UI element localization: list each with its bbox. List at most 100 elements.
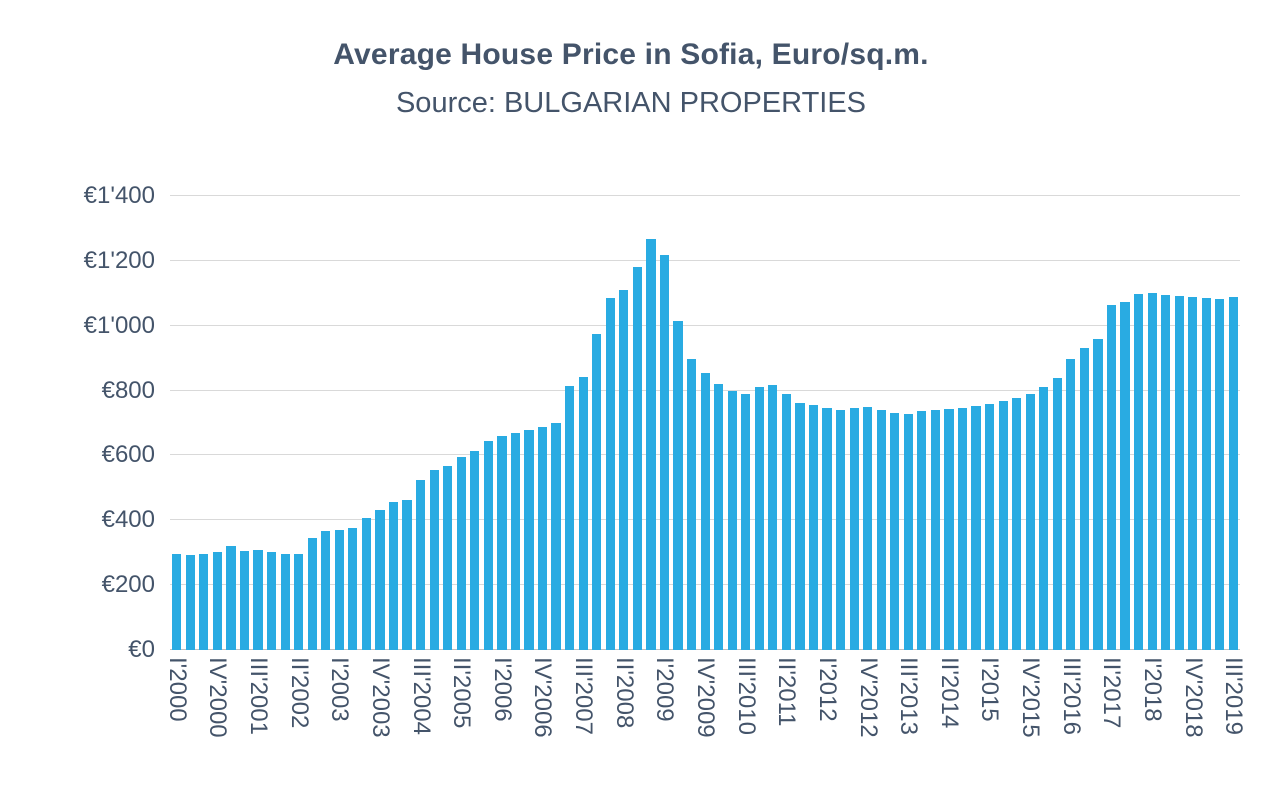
bar-slot	[834, 196, 848, 650]
bar-slot	[658, 196, 672, 650]
bar-slot	[1145, 196, 1159, 650]
bar-slot	[631, 196, 645, 650]
bar-slot	[969, 196, 983, 650]
bar-slot	[753, 196, 767, 650]
bar-slot	[1078, 196, 1092, 650]
bars-layer	[170, 196, 1240, 650]
bar-II'2011	[781, 394, 791, 650]
x-tick-label: IV'2012	[854, 657, 882, 738]
x-tick-label: III'2004	[407, 657, 435, 735]
bar-III'2019	[1228, 296, 1239, 650]
x-tick-label: II'2014	[935, 657, 963, 729]
bar-slot	[495, 196, 509, 650]
bar-III'2007	[578, 376, 588, 650]
y-axis: €0 €200 €400 €600 €800 €1'000 €1'200 €1'400	[0, 184, 155, 662]
bar-slot	[1064, 196, 1078, 650]
y-tick-label: €200	[101, 571, 155, 599]
y-tick-label: €400	[101, 506, 155, 534]
bar-slot	[265, 196, 279, 650]
bar-I'2001	[226, 545, 236, 650]
x-tick-label: IV'2006	[529, 657, 557, 738]
bar-II'2013	[890, 412, 900, 650]
bar-III'2002	[307, 538, 317, 650]
bar-slot	[780, 196, 794, 650]
y-tick-label: €600	[101, 441, 155, 469]
bar-IV'2005	[483, 440, 493, 650]
bar-II'2000	[185, 554, 195, 650]
bar-I'2008	[605, 297, 615, 650]
bar-III'2017	[1120, 302, 1130, 650]
bar-slot	[563, 196, 577, 650]
y-tick-label: €1'400	[83, 182, 155, 209]
x-tick-label: I'2009	[651, 657, 679, 722]
bar-IV'2012	[863, 407, 873, 650]
bar-slot	[604, 196, 618, 650]
x-tick-label: IV'2009	[692, 657, 719, 738]
bar-III'2014	[957, 407, 968, 650]
bar-I'2002	[280, 554, 290, 650]
bar-II'2014	[944, 409, 954, 650]
bar-I'2006	[497, 436, 507, 650]
bar-I'2015	[984, 403, 995, 650]
bar-slot	[590, 196, 604, 650]
x-tick-label: IV'2018	[1179, 657, 1207, 738]
bar-II'2007	[565, 386, 575, 650]
bar-IV'2003	[375, 509, 385, 650]
bar-IV'2010	[754, 387, 764, 650]
bar-IV'2007	[592, 333, 602, 650]
bar-III'2010	[741, 393, 751, 650]
bar-slot	[996, 196, 1010, 650]
bar-IV'2000	[212, 552, 223, 650]
bar-slot	[1051, 196, 1065, 650]
bar-slot	[211, 196, 225, 650]
bar-III'2016	[1066, 358, 1076, 650]
bar-slot	[685, 196, 699, 650]
bar-slot	[766, 196, 780, 650]
x-tick-label: II'2008	[610, 657, 638, 729]
bar-slot	[373, 196, 387, 650]
bar-I'2017	[1093, 339, 1103, 650]
bar-IV'2018	[1188, 297, 1198, 650]
bar-I'2014	[930, 409, 940, 650]
bar-I'2011	[768, 385, 778, 650]
bar-III'2008	[632, 267, 642, 650]
bar-III'2012	[849, 408, 859, 650]
x-tick-label: I'2018	[1138, 657, 1166, 722]
x-tick-label: III'2013	[895, 657, 923, 735]
bar-slot	[902, 196, 916, 650]
bar-IV'2013	[917, 411, 927, 650]
bar-III'2001	[253, 550, 263, 650]
bar-IV'2014	[971, 406, 981, 650]
bar-III'2003	[361, 518, 372, 650]
bar-slot	[576, 196, 590, 650]
bar-I'2013	[876, 410, 886, 650]
bar-slot	[1213, 196, 1227, 650]
x-tick-label: I'2015	[976, 657, 1004, 722]
bar-II'2001	[239, 551, 250, 650]
bar-I'2005	[443, 465, 453, 650]
bar-slot	[278, 196, 292, 650]
bar-II'2012	[835, 409, 846, 650]
bar-slot	[807, 196, 821, 650]
x-axis: I'2000 IV'2000 III'2001 II'2002 I'2003 IV'200…	[164, 650, 1247, 794]
bar-II'2002	[294, 553, 304, 650]
bar-slot	[793, 196, 807, 650]
bar-III'2011	[795, 402, 805, 650]
bar-slot	[251, 196, 265, 650]
bar-slot	[1159, 196, 1173, 650]
bar-slot	[1132, 196, 1146, 650]
bar-slot	[956, 196, 970, 650]
bar-IV'2004	[429, 469, 439, 650]
x-tick-label: II'2005	[448, 657, 476, 729]
bar-II'2003	[348, 527, 358, 650]
bar-slot	[915, 196, 929, 650]
bar-III'2006	[524, 429, 534, 650]
bar-slot	[197, 196, 211, 650]
y-tick-label: €1'000	[83, 311, 155, 339]
bar-slot	[1227, 196, 1241, 650]
bar-slot	[441, 196, 455, 650]
bar-II'2019	[1215, 298, 1225, 650]
bar-slot	[1010, 196, 1024, 650]
bar-I'2004	[388, 502, 399, 650]
